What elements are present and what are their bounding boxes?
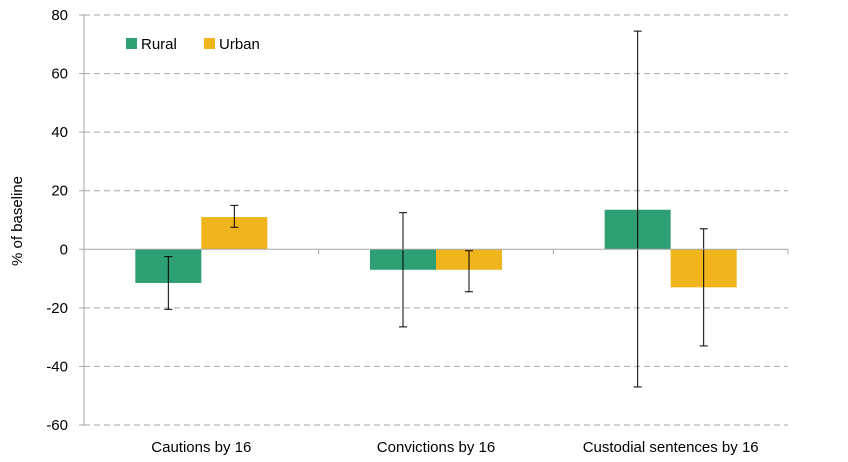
x-tick-label-2: Convictions by 16 bbox=[377, 439, 495, 456]
y-tick-label-20: 20 bbox=[51, 183, 68, 200]
legend: Rural Urban bbox=[126, 36, 260, 53]
y-tick-label-40: 40 bbox=[51, 124, 68, 141]
y-tick-label-neg20: -20 bbox=[46, 300, 68, 317]
y-tick-label-60: 60 bbox=[51, 66, 68, 83]
legend-swatch-urban bbox=[204, 38, 215, 49]
bars bbox=[135, 209, 737, 288]
legend-label-urban: Urban bbox=[219, 36, 260, 53]
y-tick-label-80: 80 bbox=[51, 7, 68, 24]
x-tick-label-3: Custodial sentences by 16 bbox=[583, 439, 759, 456]
gridlines bbox=[84, 14, 788, 426]
y-axis-title: % of baseline bbox=[9, 176, 26, 266]
error-bars bbox=[164, 30, 708, 388]
y-tick-label-0: 0 bbox=[60, 241, 68, 258]
legend-label-rural: Rural bbox=[141, 36, 177, 53]
tick-labels: 80 60 40 20 0 -20 -40 -60 Cautions by 16 Convicti… bbox=[46, 7, 758, 456]
legend-swatch-rural bbox=[126, 38, 137, 49]
y-tick-label-neg60: -60 bbox=[46, 417, 68, 434]
x-tick-label-1: Cautions by 16 bbox=[151, 439, 251, 456]
y-tick-label-neg40: -40 bbox=[46, 358, 68, 375]
axes bbox=[79, 14, 789, 426]
